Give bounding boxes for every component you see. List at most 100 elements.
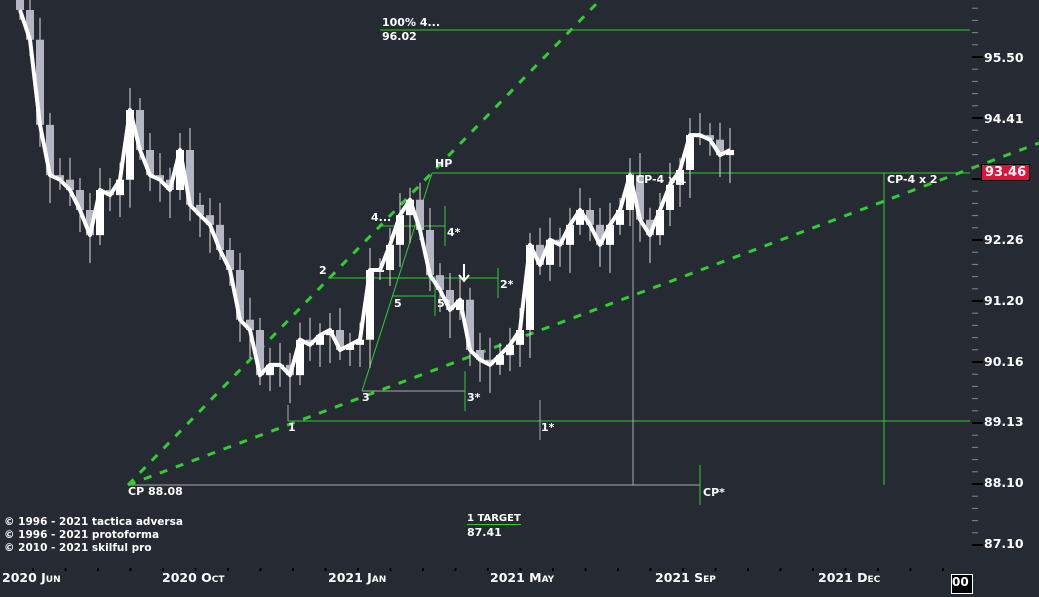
candle [516, 330, 524, 345]
candle [66, 179, 74, 190]
point-3-star-label: 3* [467, 391, 481, 404]
candle [226, 250, 234, 270]
target-value: 87.41 [467, 526, 502, 539]
x-tick-label: 2021 Sep [655, 570, 716, 585]
y-tick-label: 87.10 [984, 536, 1024, 551]
candle [216, 224, 224, 250]
candle [576, 210, 584, 225]
candle [436, 275, 444, 290]
x-tick-label: 2021 Jan [328, 570, 387, 585]
candle [496, 355, 504, 365]
x-tick-mark [97, 568, 99, 571]
candle [716, 139, 724, 156]
candle [26, 10, 34, 40]
candle [316, 335, 324, 345]
candle [596, 224, 604, 245]
time-axis-ticks [32, 568, 944, 571]
candles-layer [16, 0, 734, 404]
point-4-star-label: 4* [447, 226, 461, 239]
hp-label: HP [435, 157, 453, 170]
candle [356, 339, 364, 345]
candle [86, 210, 94, 236]
x-tick-mark [292, 568, 294, 571]
x-tick-mark [909, 568, 912, 571]
y-tick-label: 95.50 [984, 50, 1024, 65]
candle [566, 224, 574, 245]
y-tick-label: 89.13 [984, 414, 1024, 429]
y-tick-label: 92.26 [984, 232, 1024, 247]
x-tick-mark [32, 568, 34, 571]
candle [116, 179, 124, 196]
y-tick-label: 90.16 [984, 354, 1024, 369]
x-tick-mark [779, 568, 782, 571]
x-tick-mark [389, 568, 392, 571]
y-tick-label: 88.10 [984, 475, 1024, 490]
candle [56, 175, 64, 180]
axis-corner-button[interactable]: 00 [951, 574, 973, 594]
copyright-line: © 1996 - 2021 protoforma [4, 529, 160, 541]
point-5-star-label: 5* [437, 297, 451, 310]
candle [186, 150, 194, 205]
level-100pct-value: 96.02 [382, 30, 417, 43]
down-arrow-icon [458, 264, 470, 283]
x-tick-label: 2020 Jun [2, 570, 61, 585]
x-tick-mark [747, 568, 749, 571]
candle [646, 219, 654, 236]
candle [616, 210, 624, 225]
candle [636, 175, 644, 220]
x-tick-mark [454, 568, 457, 571]
candle [256, 330, 264, 376]
candle [206, 215, 214, 225]
candle [666, 184, 674, 210]
x-tick-mark [422, 568, 424, 571]
point-3-label: 3 [362, 391, 370, 404]
candle [346, 344, 354, 350]
last-price-badge: 93.46 [981, 164, 1031, 181]
candle [656, 210, 664, 236]
candle [126, 110, 134, 180]
y-tick-label: 94.41 [984, 111, 1024, 126]
candle [16, 0, 24, 11]
lower-trendline [127, 141, 1039, 487]
candle [136, 110, 144, 150]
x-tick-mark [844, 568, 847, 571]
candle [426, 230, 434, 276]
candle [336, 330, 344, 350]
candle [706, 135, 714, 140]
candle [466, 299, 474, 350]
point-4-label: 4... [371, 211, 392, 224]
x-tick-mark [812, 568, 814, 571]
point-2-label: 2 [319, 264, 327, 277]
x-tick-mark [942, 568, 944, 571]
candle [546, 239, 554, 265]
candle [506, 344, 514, 356]
x-tick-mark [877, 568, 879, 571]
price-axis-ticks [972, 7, 983, 546]
x-tick-mark [682, 568, 684, 571]
candle [446, 290, 454, 310]
x-tick-label: 2021 May [490, 570, 555, 585]
x-tick-mark [649, 568, 652, 571]
candle [676, 170, 684, 185]
x-tick-mark [324, 568, 327, 571]
candle [366, 270, 374, 340]
candle [36, 39, 44, 125]
candle [476, 350, 484, 360]
target-label: 1 TARGET [467, 513, 521, 525]
candle [76, 190, 84, 210]
x-tick-mark [552, 568, 554, 571]
point-1-star-label: 1* [541, 421, 555, 434]
y-tick-label: 91.20 [984, 293, 1024, 308]
x-tick-mark [194, 568, 197, 571]
point-1-label: 1 [288, 421, 296, 434]
annotations-layer [126, 0, 1039, 505]
candle [146, 150, 154, 176]
x-tick-mark [227, 568, 229, 571]
smoothed-price-line [18, 9, 731, 378]
x-tick-label: 2020 Oct [162, 570, 225, 585]
copyright-line: © 2010 - 2021 skilful pro [4, 542, 152, 554]
candle [46, 124, 54, 176]
candle [156, 175, 164, 180]
